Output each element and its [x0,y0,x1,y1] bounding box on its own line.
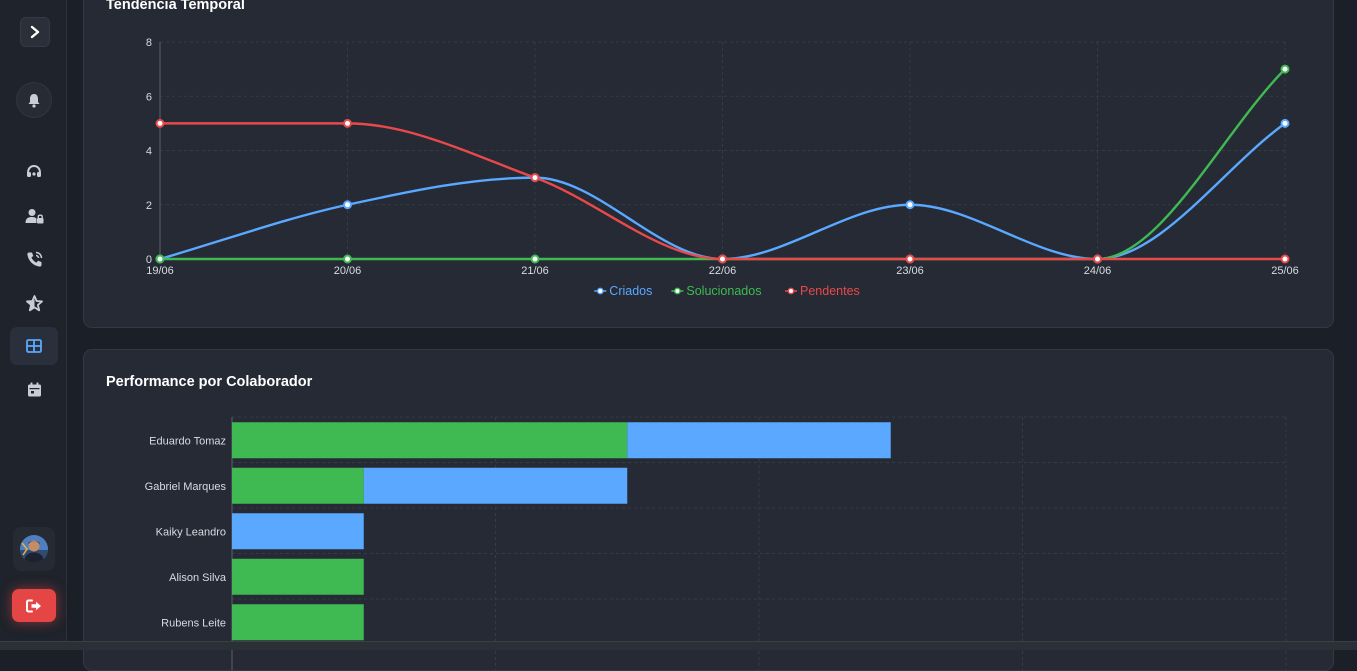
sidebar-toggle-button[interactable] [20,17,50,47]
data-point-solucionados [343,254,352,264]
horizontal-scrollbar[interactable] [0,641,1357,650]
user-profile-button[interactable] [13,527,55,571]
series-line-criados [159,122,1286,261]
bar-segment [363,467,628,504]
bar-segment [232,467,364,504]
legend-marker [674,287,681,295]
x-tick-label: 20/06 [334,265,362,277]
legend-item-solucionados: Solucionados [686,284,761,298]
logout-button[interactable] [12,589,56,622]
performance-title: Performance por Colaborador [106,374,313,390]
calendar-icon [27,382,41,396]
trend-title: Tendência Temporal [106,0,245,13]
category-label: Kaiky Leandro [156,526,226,538]
data-point-solucionados [530,254,540,264]
data-point-pendentes [155,118,165,128]
bar-segment [232,422,628,459]
nav-calendar[interactable] [10,370,58,408]
avatar [20,535,48,563]
x-tick-label: 25/06 [1271,265,1299,277]
x-tick-label: 19/06 [146,265,174,277]
data-point-pendentes [718,254,727,264]
trend-line-chart: 0 2 4 6 8 19/06 20/06 21/06 22/06 23/06 24/06 25/06… [146,37,1299,298]
data-point-criados [905,200,915,210]
bar-segment [232,558,364,595]
trend-card: Tendência Temporal 0 2 4 6 8 19/06 20/06 21/06 2… [83,0,1334,328]
data-point-solucionados [1280,64,1290,74]
chevron-right-icon [30,25,40,39]
user-lock-icon [25,209,43,224]
data-point-pendentes [1093,254,1102,264]
sidebar [0,0,67,641]
x-tick-label: 24/06 [1084,265,1112,277]
data-point-pendentes [343,118,352,128]
y-tick-label: 4 [146,146,152,158]
y-tick-label: 6 [146,91,152,103]
legend-item-pendentes: Pendentes [800,284,860,298]
legend-item-criados: Criados [609,284,652,298]
x-tick-label: 23/06 [896,265,924,277]
category-label: Gabriel Marques [145,481,227,493]
data-point-criados [343,200,352,210]
legend-marker [787,287,795,295]
category-label: Rubens Leite [161,617,226,629]
y-tick-label: 2 [146,200,152,212]
data-point-pendentes [530,173,540,183]
y-tick-label: 8 [146,37,152,49]
bell-icon [28,93,40,108]
nav-users[interactable] [10,197,58,235]
data-point-criados [1280,118,1290,128]
x-tick-label: 22/06 [709,265,737,277]
legend-marker [596,287,604,295]
star-icon [25,294,43,311]
data-point-solucionados [155,254,165,264]
series-line-pendentes [160,122,1285,261]
nav-support[interactable] [10,153,58,191]
nav-ratings[interactable] [10,284,58,322]
nav-dashboard[interactable] [10,327,58,365]
headset-icon [27,164,41,177]
data-point-pendentes [905,254,915,264]
performance-card: Performance por Colaborador Eduardo Toma… [83,349,1334,671]
performance-bar-chart: Eduardo Tomaz Gabriel Marques Kaiky Leandr… [145,416,1287,670]
grid-icon [26,339,42,353]
bar-segment [232,513,364,550]
nav-calls[interactable] [10,240,58,278]
bar-segment [627,422,891,459]
bar-segment [232,604,364,641]
notifications-button[interactable] [16,82,52,118]
category-label: Alison Silva [169,572,227,584]
x-tick-label: 21/06 [521,265,549,277]
phone-icon [26,251,42,267]
y-tick-label: 0 [146,254,152,266]
logout-icon [26,599,41,612]
category-label: Eduardo Tomaz [149,435,226,447]
data-point-pendentes [1280,254,1290,264]
